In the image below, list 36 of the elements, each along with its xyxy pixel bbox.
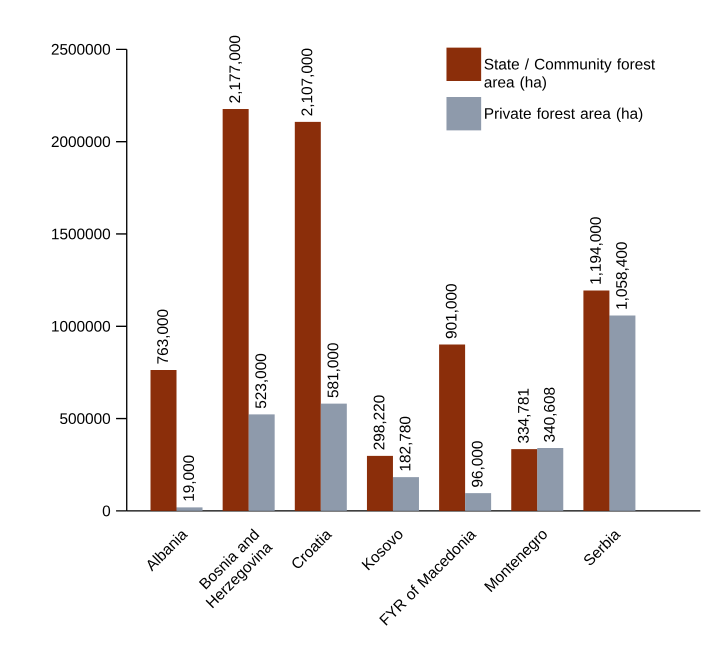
legend-label: State / Community forest area (ha) bbox=[484, 58, 656, 91]
bar bbox=[366, 456, 393, 512]
data-label: 2,177,000 bbox=[229, 36, 242, 103]
y-tick-label: 2500000 bbox=[52, 44, 110, 55]
y-tick-label: 0 bbox=[102, 506, 110, 517]
bar bbox=[222, 109, 249, 512]
legend-label: Private forest area (ha) bbox=[485, 108, 642, 122]
data-label: 523,000 bbox=[255, 354, 268, 408]
data-label: 2,107,000 bbox=[301, 48, 314, 116]
y-tick-label: 1000000 bbox=[52, 321, 110, 332]
data-label: 182,780 bbox=[400, 416, 412, 471]
bar bbox=[537, 448, 564, 512]
bar bbox=[392, 477, 419, 512]
bar bbox=[439, 344, 466, 512]
bar bbox=[176, 508, 203, 512]
data-label: 901,000 bbox=[446, 284, 458, 338]
data-label: 340,608 bbox=[544, 388, 557, 442]
data-label: 581,000 bbox=[327, 343, 340, 398]
bar bbox=[248, 414, 275, 512]
data-label: 1,058,400 bbox=[616, 242, 629, 309]
y-tick-label: 2000000 bbox=[52, 136, 110, 148]
bar bbox=[294, 122, 321, 512]
data-label: 334,781 bbox=[518, 388, 531, 444]
bar bbox=[465, 493, 492, 512]
data-label: 298,220 bbox=[374, 396, 386, 450]
bar bbox=[511, 449, 538, 512]
data-label: 96,000 bbox=[472, 441, 484, 488]
bar bbox=[320, 404, 347, 512]
y-tick-label: 1500000 bbox=[52, 228, 110, 240]
bar bbox=[609, 316, 636, 512]
y-tick-label: 500000 bbox=[60, 413, 110, 424]
data-label: 19,000 bbox=[183, 456, 196, 501]
data-label: 1,194,000 bbox=[590, 217, 603, 284]
data-label: 763,000 bbox=[157, 310, 170, 364]
bar bbox=[583, 290, 610, 512]
bar bbox=[150, 370, 177, 512]
